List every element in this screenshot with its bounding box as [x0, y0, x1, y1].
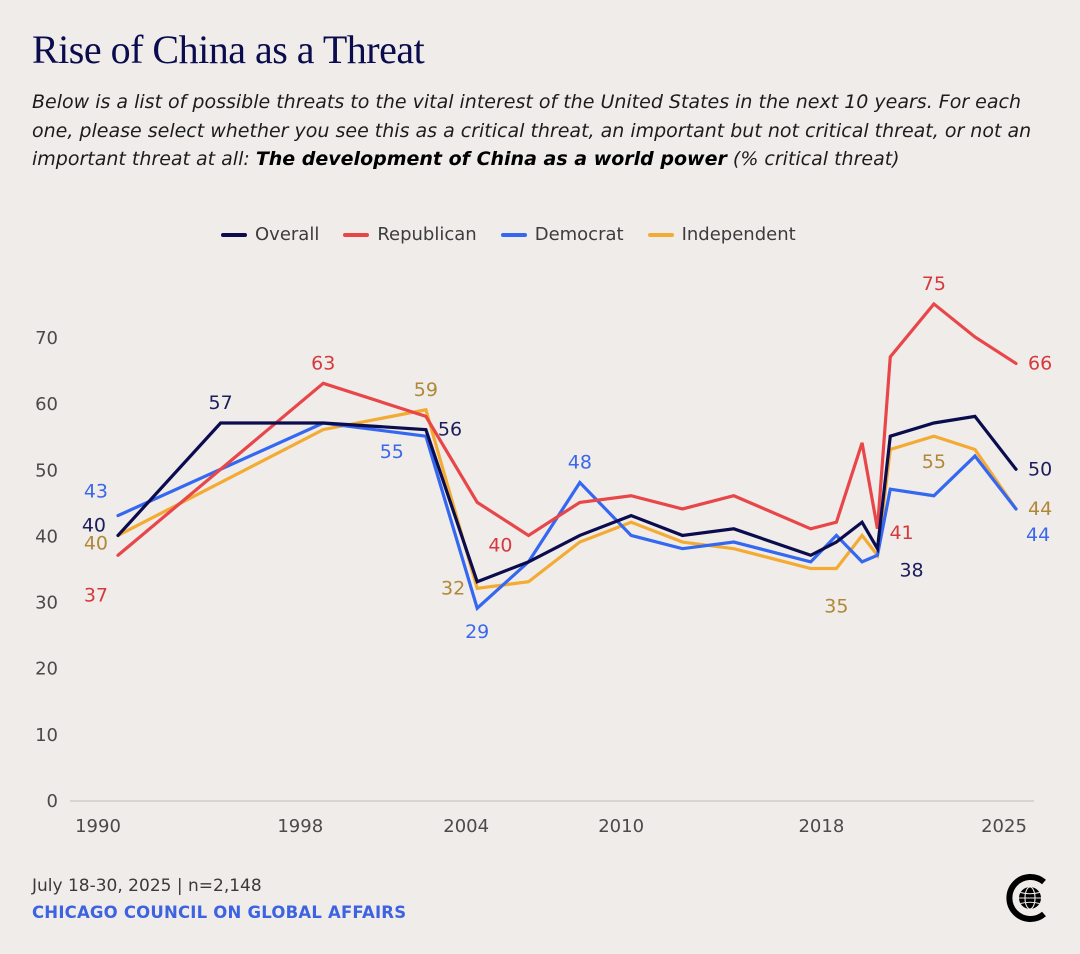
legend-item-democrat: Democrat [500, 224, 624, 245]
y-tick-label: 50 [35, 460, 58, 481]
legend-item-republican: Republican [343, 224, 477, 245]
organization-name: CHICAGO COUNCIL ON GLOBAL AFFAIRS [32, 903, 407, 922]
x-tick-label: 2018 [798, 816, 844, 837]
data-label-overall: 57 [209, 392, 233, 414]
legend-item-independent: Independent [647, 224, 796, 245]
data-label-republican: 75 [922, 273, 946, 295]
data-label-republican: 66 [1028, 352, 1052, 374]
line-chart: 0 10 20 30 40 50 60 70 1990 1998 2004 2010 2018 2025… [35, 273, 1052, 837]
chart-title: Rise of China as a Threat [32, 27, 425, 72]
globe-c-logo-icon [1006, 874, 1046, 922]
data-label-republican: 37 [84, 584, 108, 606]
legend-label: Independent [681, 224, 796, 245]
data-label-overall: 56 [438, 419, 462, 441]
data-label-independent: 40 [84, 532, 108, 554]
legend-label: Democrat [534, 224, 624, 245]
data-label-independent: 44 [1028, 498, 1052, 520]
data-label-overall: 38 [899, 560, 923, 582]
series-line-republican [116, 301, 1018, 557]
y-tick-label: 40 [35, 526, 58, 547]
x-tick-label: 2010 [598, 816, 644, 837]
legend-swatch [343, 232, 370, 237]
y-tick-label: 60 [35, 394, 58, 415]
series-line-democrat [116, 421, 1018, 612]
data-label-independent: 59 [414, 379, 438, 401]
legend-swatch [500, 232, 527, 237]
data-label-republican: 40 [488, 534, 512, 556]
data-label-democrat: 29 [465, 621, 489, 643]
x-tick-label: 2004 [443, 816, 489, 837]
y-tick-label: 0 [47, 791, 58, 812]
series-line-overall [116, 414, 1018, 584]
subtitle-unit: (% critical threat) [726, 148, 900, 170]
x-tick-label: 1998 [277, 816, 323, 837]
y-tick-label: 20 [35, 659, 58, 680]
y-tick-label: 30 [35, 593, 58, 614]
legend-swatch [647, 232, 674, 237]
y-tick-label: 10 [35, 725, 58, 746]
chart-legend: Overall Republican Democrat Independent [221, 224, 796, 245]
survey-date-sample: July 18-30, 2025 | n=2,148 [32, 876, 262, 896]
data-label-democrat: 48 [568, 452, 592, 474]
data-label-overall: 50 [1028, 458, 1052, 480]
y-axis: 0 10 20 30 40 50 60 70 [35, 328, 58, 812]
legend-swatch [221, 232, 247, 237]
legend-label: Republican [377, 224, 477, 245]
x-tick-label: 2025 [981, 816, 1027, 837]
data-label-overall: 40 [82, 514, 106, 536]
data-label-republican: 41 [889, 522, 913, 544]
data-label-independent: 32 [441, 577, 465, 599]
data-label-democrat: 44 [1026, 524, 1050, 546]
subtitle-question: Below is a list of possible threats to t… [32, 91, 1032, 170]
legend-item-overall: Overall [221, 224, 319, 245]
legend-label: Overall [255, 224, 320, 245]
data-label-republican: 63 [311, 352, 335, 374]
data-label-independent: 35 [824, 596, 848, 618]
x-axis: 1990 1998 2004 2010 2018 2025 [70, 800, 1034, 837]
data-label-democrat: 55 [380, 441, 404, 463]
series-lines [116, 301, 1018, 612]
x-tick-label: 1990 [75, 816, 121, 837]
data-label-democrat: 43 [84, 481, 108, 503]
data-label-independent: 55 [922, 451, 946, 473]
chart-subtitle: Below is a list of possible threats to t… [32, 88, 1032, 174]
subtitle-item: The development of China as a world powe… [255, 148, 727, 170]
series-line-independent [116, 407, 1018, 591]
data-labels: 40 57 56 38 50 37 63 40 41 75 66 43 55 29 48 44 40 59 32 35… [82, 273, 1052, 643]
y-tick-label: 70 [35, 328, 58, 349]
